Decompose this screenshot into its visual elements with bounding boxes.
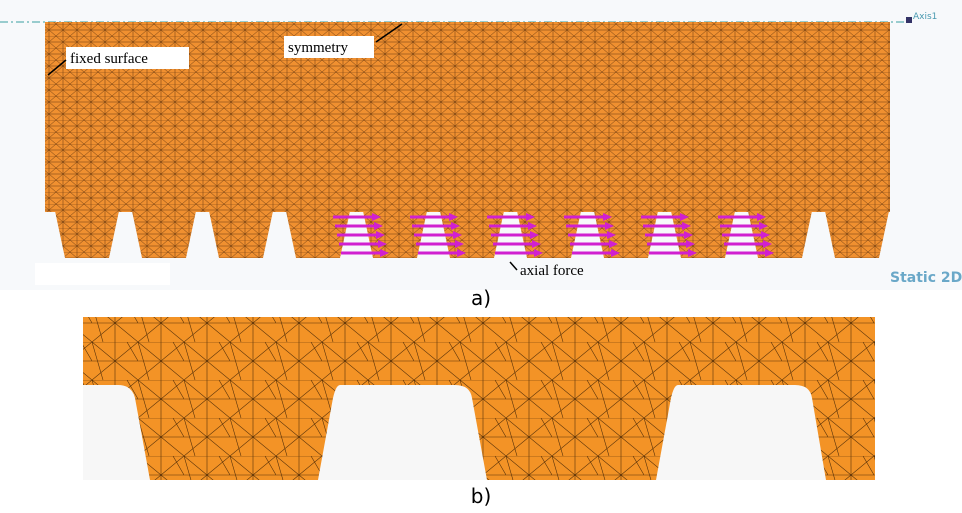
- slot: [318, 385, 487, 480]
- tooth: [132, 211, 196, 258]
- slot: [656, 385, 826, 480]
- label-symmetry: symmetry: [288, 40, 348, 56]
- view-label: Static 2D: [890, 270, 962, 286]
- mesh-b: [83, 317, 875, 480]
- axis-marker: [906, 17, 912, 23]
- axis-label: Axis1: [913, 12, 937, 22]
- label-axial-force: axial force: [520, 263, 584, 279]
- blank-box: [35, 263, 170, 285]
- tooth: [825, 211, 889, 258]
- label-fixed-surface: fixed surface: [70, 51, 148, 67]
- tooth: [55, 211, 119, 258]
- caption-b: b): [471, 484, 492, 508]
- figure: fixed surface symmetry axial force Axis1…: [0, 0, 962, 513]
- caption-a: a): [471, 286, 491, 310]
- tooth: [209, 211, 273, 258]
